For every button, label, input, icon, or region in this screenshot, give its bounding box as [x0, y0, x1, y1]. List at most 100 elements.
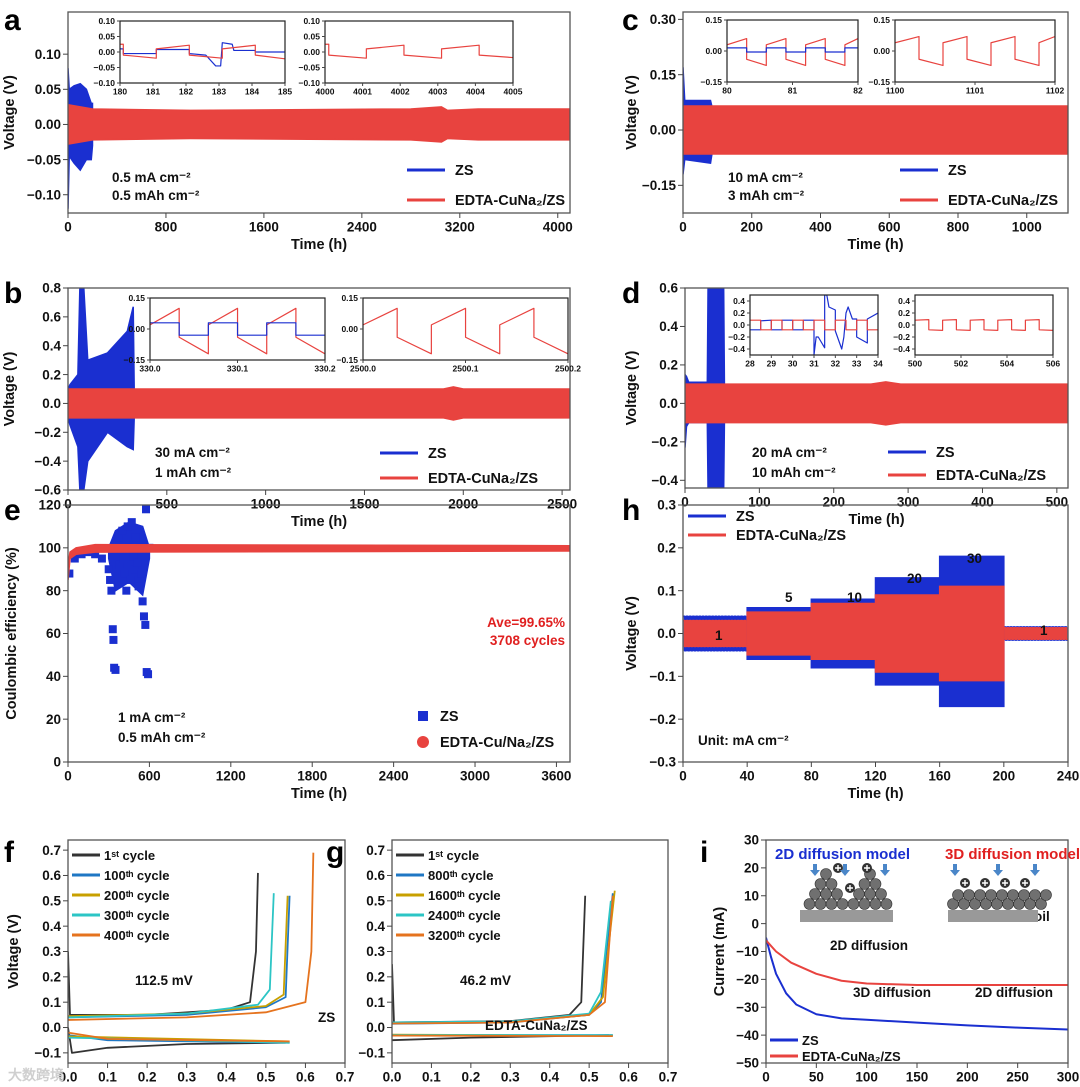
zinc-atom-icon: [809, 888, 821, 900]
plot-frame: [67, 287, 571, 491]
x-tick-label: 1500: [349, 497, 379, 512]
y-tick-label: 0.4: [366, 919, 385, 934]
panel-letter: d: [622, 277, 640, 310]
y-tick-label: −0.15: [700, 77, 722, 87]
x-tick-label: 400: [971, 495, 994, 510]
y-tick-label: −0.2: [728, 332, 745, 342]
series-zs-point: [109, 635, 118, 644]
legend-label: EDTA-CuNa₂/ZS: [948, 193, 1058, 209]
series-edta-cuna-zs-band: [68, 104, 570, 145]
y-tick-label: −0.05: [93, 62, 115, 72]
series-zs-point: [108, 625, 117, 634]
y-tick-label: 0.15: [341, 293, 358, 303]
x-tick-label: 50: [809, 1070, 824, 1085]
y-tick-label: 0.10: [98, 16, 115, 26]
series-zs-point: [142, 505, 151, 514]
x-tick-label: 0.3: [177, 1070, 196, 1085]
x-tick-label: 2500.1: [453, 364, 479, 374]
x-tick-label: 185: [278, 87, 292, 97]
x-tick-label: 100: [748, 495, 771, 510]
series-zs-point: [91, 550, 100, 559]
inset-chart-b2: 2500.0 2500.1 2500.2 0.15 0.00 −0.15: [336, 293, 581, 374]
zinc-atom-icon: [825, 898, 838, 910]
series-edta-cuna-zs-line: [1003, 627, 1068, 640]
series-zs-point: [70, 554, 79, 563]
y-axis-label: Voltage (V): [624, 351, 640, 426]
series-edta-cuna-zs-line: [915, 319, 1053, 331]
y-tick-label: 0.00: [705, 46, 722, 56]
y-tick-label: 0: [751, 916, 759, 931]
x-tick-label: 500: [908, 359, 922, 369]
x-tick-label: 150: [906, 1070, 929, 1085]
x-tick-label: 4000: [543, 220, 573, 235]
annotation: 2D diffusion model: [775, 846, 910, 863]
annotation: 112.5 mV: [135, 973, 193, 988]
inset-chart-d2: 500 502 504 506 0.4 0.2 0.0 −0.2 −0.4: [893, 294, 1060, 369]
plot-area: [766, 937, 1068, 1031]
legend-label: 200ᵗʰ cycle: [104, 888, 169, 903]
annotation: 10: [847, 590, 862, 605]
annotation: 1 mAh cm⁻²: [155, 465, 232, 480]
y-tick-label: −0.10: [27, 187, 61, 202]
y-tick-label: 0.10: [303, 16, 320, 26]
annotation: 3 mAh cm⁻²: [728, 188, 805, 203]
inset-background: [727, 20, 858, 82]
y-axis-label: Current (mA): [712, 907, 728, 997]
x-tick-label: 200: [740, 220, 763, 235]
legend-item: 800ᵗʰ cycle: [396, 868, 493, 883]
plus-icon: [835, 865, 841, 871]
plot-frame: [67, 11, 571, 214]
y-tick-label: 0.4: [42, 338, 61, 353]
y-tick-label: 0.00: [873, 46, 890, 56]
x-tick-label: 300: [897, 495, 920, 510]
x-tick-label: 0.4: [540, 1070, 559, 1085]
y-tick-label: 0.15: [650, 67, 677, 82]
x-tick-label: 0.7: [336, 1070, 355, 1085]
x-tick-label: 2400: [379, 769, 409, 784]
x-tick-label: 3000: [460, 769, 490, 784]
y-tick-label: 0.0: [42, 1020, 61, 1035]
plot-area: [895, 20, 1055, 82]
legend-item: 200ᵗʰ cycle: [72, 888, 169, 903]
arrow-down-icon: [1030, 864, 1040, 876]
series-zs-point: [130, 565, 139, 574]
y-tick-label: 0.15: [873, 15, 890, 25]
x-tick-label: 0: [64, 220, 72, 235]
series-400-cycle-line: [68, 1031, 290, 1043]
y-tick-label: −0.10: [298, 78, 320, 88]
y-tick-label: −0.6: [34, 483, 61, 498]
y-tick-label: −0.1: [358, 1046, 385, 1061]
y-tick-label: 0.6: [42, 310, 61, 325]
x-tick-label: 4002: [391, 87, 410, 97]
x-axis-label: Time (h): [291, 786, 347, 802]
x-tick-label: 29: [767, 359, 777, 369]
x-tick-label: 0.1: [98, 1070, 117, 1085]
y-tick-label: 80: [46, 583, 61, 598]
annotation: 10 mAh cm⁻²: [752, 465, 836, 480]
chart-panel-d: 0 100 200 300 400 500 0.6 0.4 0.2 0.0 −0.2 −0.4 Time…: [622, 277, 1069, 528]
legend-item: 100ᵗʰ cycle: [72, 868, 169, 883]
x-tick-label: 2500.0: [350, 364, 376, 374]
annotation: 46.2 mV: [460, 973, 511, 988]
plot-frame: [765, 839, 1069, 1064]
y-tick-label: 0.15: [128, 293, 145, 303]
series-edta-cuna-zs-line: [750, 319, 878, 331]
series-edta-cuna-zs-line: [363, 307, 568, 355]
zinc-atom-icon: [1035, 898, 1047, 910]
plus-icon: [982, 880, 988, 886]
inset-chart-c2: 1100 1101 1102 0.15 0.00 −0.15: [868, 15, 1064, 96]
x-tick-label: 330.0: [139, 364, 161, 374]
x-tick-label: 1600: [249, 220, 279, 235]
x-tick-label: 1102: [1046, 86, 1065, 96]
series-edta-cuna-zs-line: [766, 939, 1068, 986]
plot-area: [683, 555, 1068, 708]
y-tick-label: −0.2: [649, 712, 676, 727]
series-zs-line: [727, 47, 858, 53]
legend-label: 1600ᵗʰ cycle: [428, 888, 501, 903]
legend-label: 1ˢᵗ cycle: [104, 848, 155, 863]
plot-area: [325, 21, 513, 83]
plot-area: [68, 852, 315, 1054]
x-axis-label: Time (h): [847, 237, 903, 253]
y-tick-label: −0.4: [651, 473, 678, 488]
x-axis-label: Time (h): [291, 514, 347, 530]
